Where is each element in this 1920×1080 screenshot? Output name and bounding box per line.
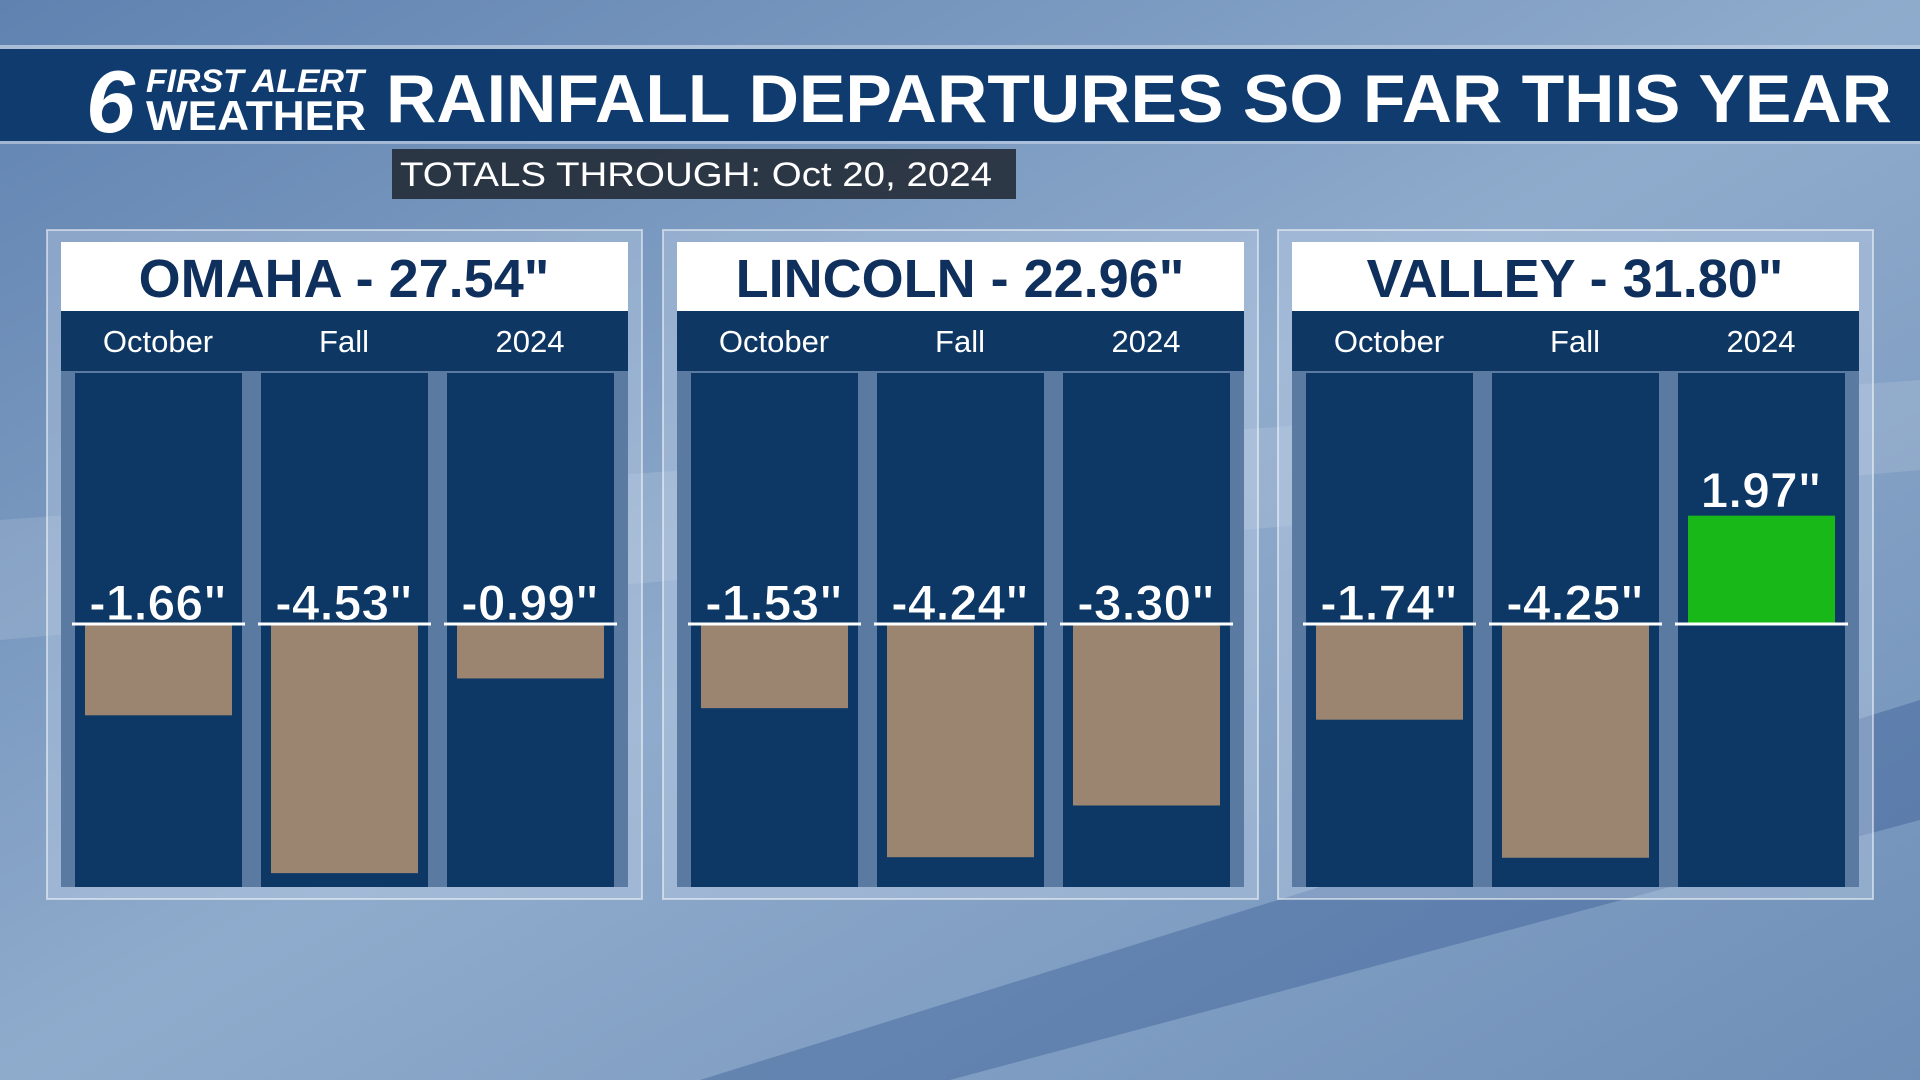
bar [1316,624,1463,720]
value-label: -4.24" [891,575,1029,631]
logo-top: FIRST ALERT [146,63,367,99]
bar [271,624,418,874]
category-label: Fall [935,324,985,359]
logo-number: 6 [86,52,136,151]
category-label: Fall [1550,324,1600,359]
value-label: -4.25" [1506,575,1644,631]
value-label: -1.66" [89,575,227,631]
category-label: 2024 [1112,324,1181,359]
category-row [677,311,1244,371]
header-line [0,141,1920,144]
panel-title-box [61,242,628,311]
bar [457,624,604,679]
panel-title-box [1292,242,1859,311]
value-label: -0.99" [461,575,599,631]
category-label: Fall [319,324,369,359]
value-label: -1.53" [705,575,843,631]
value-label: 1.97" [1700,463,1821,519]
bar [701,624,848,709]
bar [1073,624,1220,806]
value-label: -3.30" [1077,575,1215,631]
panel-title: OMAHA - 27.54" [139,249,550,309]
panel-title: LINCOLN - 22.96" [736,249,1185,309]
header-title: RAINFALL DEPARTURES SO FAR THIS YEAR [386,61,1892,137]
category-label: 2024 [1727,324,1796,359]
bar [1502,624,1649,858]
panel-title-box [677,242,1244,311]
category-label: October [719,324,829,359]
category-label: 2024 [496,324,565,359]
subtitle-box [392,149,1016,199]
category-row [61,311,628,371]
category-label: October [103,324,213,359]
column [1678,373,1845,887]
value-label: -1.74" [1320,575,1458,631]
bar [887,624,1034,858]
panel-title: VALLEY - 31.80" [1367,249,1784,309]
bar [85,624,232,716]
category-label: October [1334,324,1444,359]
header-line [0,45,1920,49]
logo-bottom: WEATHER [146,92,366,139]
value-label: -4.53" [275,575,413,631]
bar [1688,515,1835,624]
subtitle: TOTALS THROUGH: Oct 20, 2024 [400,156,992,194]
header-band [0,49,1920,141]
category-row [1292,311,1859,371]
